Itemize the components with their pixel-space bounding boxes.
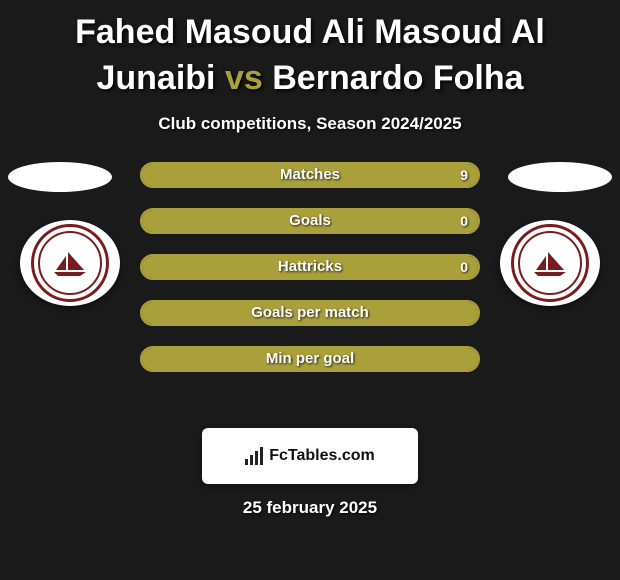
bar-fill-right: [142, 348, 478, 370]
bar-value-right: 0: [460, 256, 468, 278]
bar-value-right: 0: [460, 210, 468, 232]
comparison-arena: Matches9 Goals0 Hattricks0 Goals per match M…: [0, 162, 620, 422]
stat-bar: Matches9: [140, 162, 480, 188]
bar-fill-right: [142, 210, 478, 232]
dhow-icon: [50, 248, 90, 278]
bar-fill-right: [142, 256, 478, 278]
badge-inner-left: [31, 224, 109, 302]
vs-text: vs: [225, 59, 263, 97]
stat-bar: Hattricks0: [140, 254, 480, 280]
brand-pill: FcTables.com: [202, 428, 418, 484]
bar-value-right: 9: [460, 164, 468, 186]
bar-fill-right: [142, 164, 478, 186]
brand-bars-icon: [245, 447, 263, 465]
date-text: 25 february 2025: [0, 498, 620, 518]
dhow-icon: [530, 248, 570, 278]
badge-inner-right: [511, 224, 589, 302]
stat-bars: Matches9 Goals0 Hattricks0 Goals per match M…: [140, 162, 480, 392]
club-badge-left: [20, 220, 120, 306]
club-badge-right: [500, 220, 600, 306]
stat-bar: Min per goal: [140, 346, 480, 372]
player-b-name: Bernardo Folha: [272, 59, 523, 97]
stat-bar: Goals per match: [140, 300, 480, 326]
comparison-title: Fahed Masoud Ali Masoud Al Junaibi vs Be…: [0, 0, 620, 102]
avatar-left: [8, 162, 112, 192]
brand-text: FcTables.com: [269, 447, 375, 465]
subtitle: Club competitions, Season 2024/2025: [0, 114, 620, 134]
avatar-right: [508, 162, 612, 192]
bar-fill-right: [142, 302, 478, 324]
stat-bar: Goals0: [140, 208, 480, 234]
